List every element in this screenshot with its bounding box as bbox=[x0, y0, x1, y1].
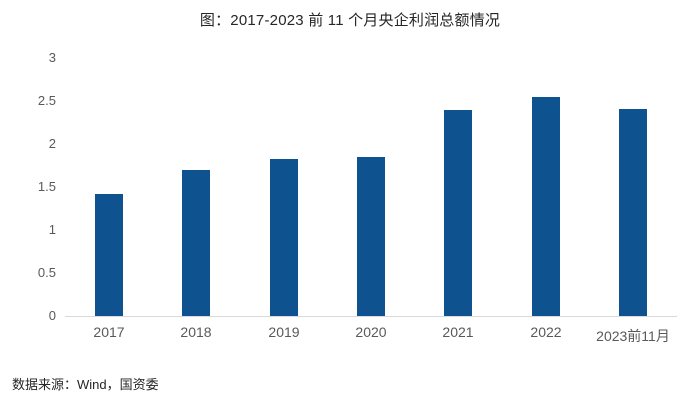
y-axis-tick-label: 1 bbox=[48, 222, 56, 237]
bar-2022 bbox=[532, 97, 560, 316]
bar-2018 bbox=[182, 170, 210, 316]
x-axis-label-2021: 2021 bbox=[442, 324, 474, 340]
source-note: 数据来源：Wind，国资委 bbox=[12, 377, 159, 392]
x-axis-label-2020: 2020 bbox=[355, 324, 387, 340]
bar-2019 bbox=[270, 159, 298, 316]
x-axis-label-2022: 2022 bbox=[530, 324, 562, 340]
y-axis-tick-label: 1.5 bbox=[37, 179, 56, 194]
y-axis-tick-label: 3 bbox=[48, 50, 56, 65]
y-axis-tick-label: 0 bbox=[48, 308, 56, 323]
y-axis-tick-label: 2 bbox=[48, 136, 56, 151]
y-axis-tick-label: 0.5 bbox=[37, 265, 56, 280]
bar-2021 bbox=[444, 110, 472, 316]
bar-2017 bbox=[95, 194, 123, 316]
x-axis-label-2019: 2019 bbox=[268, 324, 300, 340]
bar-2020 bbox=[357, 157, 385, 316]
chart-title: 图：2017-2023 前 11 个月央企利润总额情况 bbox=[199, 12, 501, 29]
x-axis-line bbox=[65, 316, 677, 317]
x-axis-label-2017: 2017 bbox=[93, 324, 125, 340]
x-axis-label-2018: 2018 bbox=[180, 324, 212, 340]
x-axis-label-2023前11月: 2023前11月 bbox=[596, 328, 670, 344]
bar-2023前11月 bbox=[619, 109, 647, 316]
y-axis-tick-label: 2.5 bbox=[37, 93, 56, 108]
